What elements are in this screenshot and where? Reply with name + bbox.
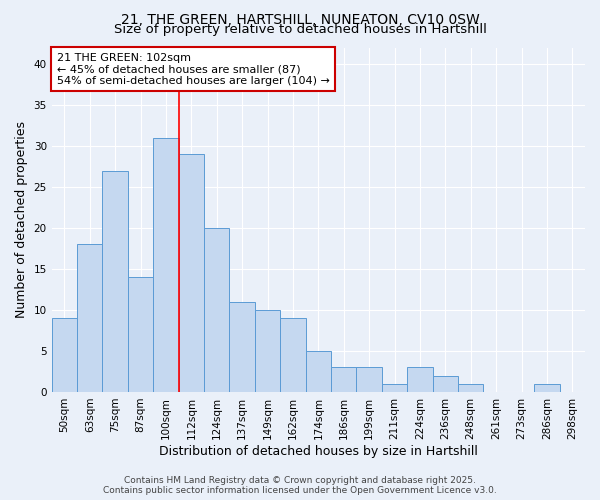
Bar — [77, 244, 103, 392]
Bar — [534, 384, 560, 392]
Bar — [128, 277, 153, 392]
Bar — [458, 384, 484, 392]
Bar — [179, 154, 204, 392]
Bar — [153, 138, 179, 392]
Text: 21 THE GREEN: 102sqm
← 45% of detached houses are smaller (87)
54% of semi-detac: 21 THE GREEN: 102sqm ← 45% of detached h… — [57, 52, 330, 86]
X-axis label: Distribution of detached houses by size in Hartshill: Distribution of detached houses by size … — [159, 444, 478, 458]
Bar — [433, 376, 458, 392]
Text: 21, THE GREEN, HARTSHILL, NUNEATON, CV10 0SW: 21, THE GREEN, HARTSHILL, NUNEATON, CV10… — [121, 12, 479, 26]
Bar — [52, 318, 77, 392]
Bar — [229, 302, 255, 392]
Bar — [356, 368, 382, 392]
Text: Contains HM Land Registry data © Crown copyright and database right 2025.
Contai: Contains HM Land Registry data © Crown c… — [103, 476, 497, 495]
Bar — [280, 318, 305, 392]
Y-axis label: Number of detached properties: Number of detached properties — [15, 121, 28, 318]
Bar — [255, 310, 280, 392]
Bar — [103, 170, 128, 392]
Bar — [204, 228, 229, 392]
Bar — [407, 368, 433, 392]
Bar — [331, 368, 356, 392]
Bar — [382, 384, 407, 392]
Bar — [305, 351, 331, 392]
Text: Size of property relative to detached houses in Hartshill: Size of property relative to detached ho… — [113, 22, 487, 36]
